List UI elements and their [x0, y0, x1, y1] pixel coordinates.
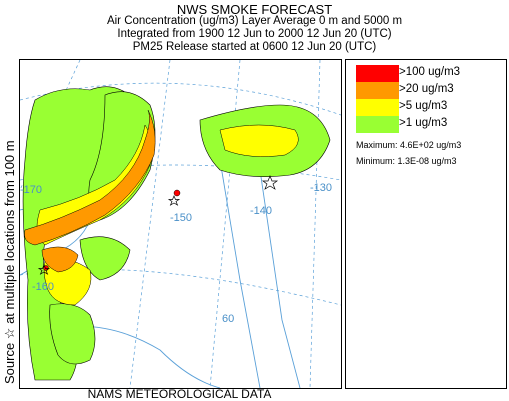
legend-item-gt1: >1 ug/m3 — [356, 116, 496, 133]
source-star-icon — [261, 175, 279, 190]
legend-swatch — [356, 65, 399, 82]
legend-item-gt100: >100 ug/m3 — [356, 65, 496, 82]
minimum-value: Minimum: 1.3E-08 ug/m3 — [356, 156, 457, 166]
legend-label: >100 ug/m3 — [399, 66, 461, 78]
lon-label-150: -150 — [170, 212, 192, 224]
legend-swatch — [356, 82, 399, 99]
smoke-map: -170 -160 -150 -140 -130 60 — [19, 59, 342, 389]
legend-label: >1 ug/m3 — [399, 117, 448, 129]
plume-gt20 — [24, 109, 156, 273]
chart-title: NWS SMOKE FORECAST — [176, 2, 333, 17]
legend-swatch — [356, 99, 399, 116]
legend-label: >5 ug/m3 — [399, 100, 448, 112]
source-star-icon — [167, 195, 181, 206]
lon-label-140: -140 — [250, 205, 272, 217]
legend-item-gt20: >20 ug/m3 — [356, 82, 496, 99]
lon-label-130: -130 — [310, 182, 332, 194]
lon-label-160: -160 — [32, 281, 54, 293]
lat-label-60: 60 — [222, 313, 234, 325]
legend: >100 ug/m3 >20 ug/m3 >5 ug/m3 >1 ug/m3 M… — [345, 59, 507, 389]
maximum-value: Maximum: 4.6E+02 ug/m3 — [356, 140, 462, 150]
integration-period: Integrated from 1900 12 Jun to 2000 12 J… — [117, 28, 392, 40]
legend-swatch — [356, 116, 399, 133]
source-star-icon — [37, 264, 51, 275]
source-side-label: Source ☆ at multiple locations from 100 … — [2, 140, 17, 384]
lon-label-170: -170 — [20, 184, 42, 196]
legend-item-gt5: >5 ug/m3 — [356, 99, 496, 116]
map-canvas: -170 -160 -150 -140 -130 60 — [20, 60, 341, 388]
legend-label: >20 ug/m3 — [399, 83, 454, 95]
data-source-footer: NAMS METEOROLOGICAL DATA — [87, 387, 272, 401]
release-start: PM25 Release started at 0600 12 Jun 20 (… — [132, 41, 377, 53]
concentration-description: Air Concentration (ug/m3) Layer Average … — [106, 15, 403, 27]
source-markers — [37, 175, 279, 275]
